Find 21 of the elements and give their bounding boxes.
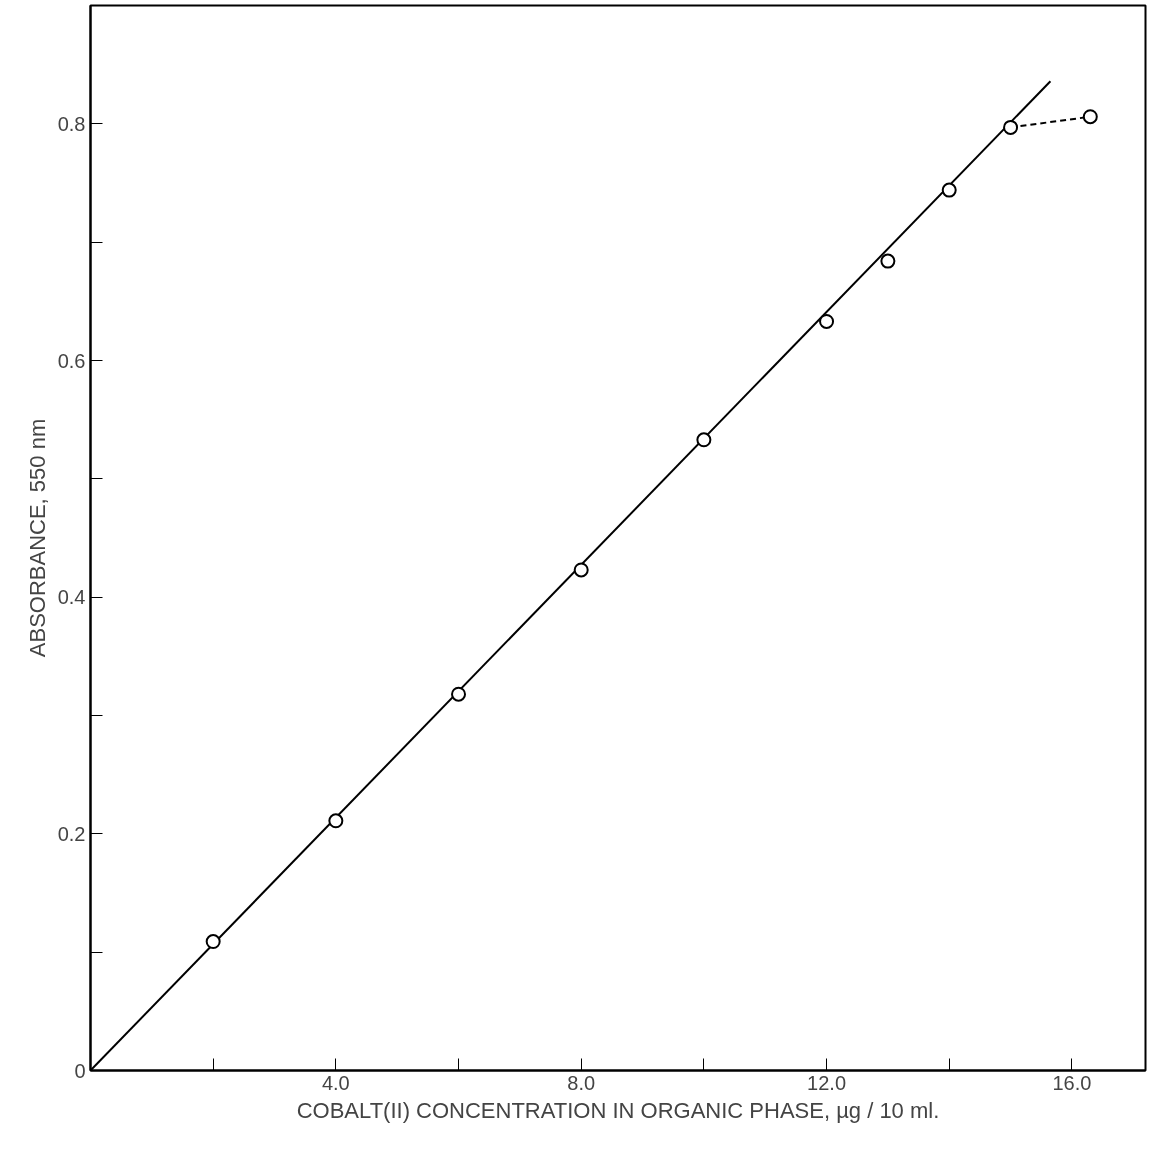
y-tick-label: 0.8	[57, 112, 86, 135]
point	[941, 182, 957, 198]
x-tick-label: 12.0	[807, 1071, 847, 1094]
y-tick-label: 0.4	[57, 586, 86, 609]
x-tick-label: 8.0	[567, 1071, 596, 1094]
point	[819, 313, 835, 329]
x-axis-title: COBALT(II) CONCENTRATION IN ORGANIC PHASE, µg / 10 ml.	[296, 1097, 940, 1123]
point	[696, 432, 712, 448]
x-tick-label: 4.0	[321, 1071, 350, 1094]
point	[1082, 109, 1098, 125]
point	[573, 562, 589, 578]
y-tick-label: 0.6	[57, 349, 86, 372]
point	[1003, 119, 1019, 135]
point	[451, 686, 467, 702]
point	[205, 934, 221, 949]
point	[880, 253, 896, 269]
x-tick-label: 16.0	[1052, 1071, 1092, 1094]
y-tick-label: 0.2	[57, 822, 86, 845]
y-tick-label: 0	[74, 1059, 86, 1082]
y-axis-title: ABSORBANCE, 550 nm	[24, 418, 50, 658]
point	[328, 813, 344, 829]
